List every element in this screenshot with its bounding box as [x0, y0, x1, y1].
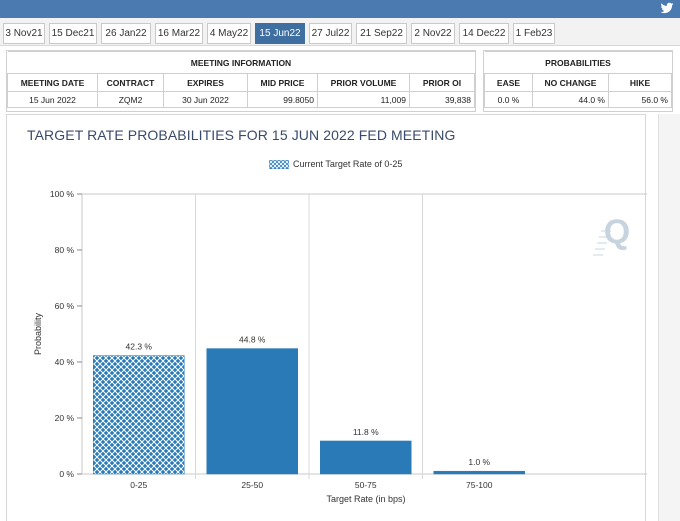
expires-header: EXPIRES — [163, 73, 248, 92]
x-tick-label: 50-75 — [355, 480, 377, 490]
y-tick-label: 0 % — [59, 469, 74, 479]
tab-14-dec22[interactable]: 14 Dec22 — [459, 23, 509, 44]
ease-header: EASE — [484, 73, 533, 92]
contract-header: CONTRACT — [97, 73, 164, 92]
meeting-date-header: MEETING DATE — [7, 73, 98, 92]
page-scrollbar[interactable] — [658, 114, 680, 521]
bar-value-label: 11.8 % — [353, 427, 379, 437]
bar-75-100 — [433, 470, 525, 475]
tab-27-jul22[interactable]: 27 Jul22 — [309, 23, 352, 44]
bar-value-label: 42.3 % — [126, 342, 153, 352]
bar-value-label: 44.8 % — [239, 335, 266, 345]
tab-15-dec21[interactable]: 15 Dec21 — [49, 23, 97, 44]
tab-15-jun22[interactable]: 15 Jun22 — [255, 23, 305, 44]
prior-oi-value: 39,838 — [409, 91, 475, 108]
probabilities-title: PROBABILITIES — [484, 51, 672, 74]
probabilities-panel: PROBABILITIES EASE NO CHANGE HIKE 0.0 % … — [483, 50, 673, 112]
legend-label: Current Target Rate of 0-25 — [293, 159, 403, 169]
chart-title: TARGET RATE PROBABILITIES FOR 15 JUN 202… — [27, 127, 456, 143]
bar-50-75 — [320, 440, 412, 475]
mid-price-header: MID PRICE — [247, 73, 318, 92]
prior-volume-value: 11,009 — [317, 91, 410, 108]
bar-chart: Q 0 % 20 % 40 % 60 % 80 % 100 % Probability 42.3… — [33, 189, 647, 504]
tab-2-nov22[interactable]: 2 Nov22 — [411, 23, 455, 44]
hike-header: HIKE — [608, 73, 672, 92]
bar-value-label: 1.0 % — [468, 457, 490, 467]
legend-swatch — [269, 159, 289, 169]
tab-26-jan22[interactable]: 26 Jan22 — [101, 23, 151, 44]
y-tick-label: 60 % — [55, 301, 75, 311]
ease-value: 0.0 % — [484, 91, 533, 108]
tab-16-mar22[interactable]: 16 Mar22 — [155, 23, 203, 44]
meeting-info-title: MEETING INFORMATION — [7, 51, 475, 74]
mid-price-value: 99.8050 — [247, 91, 318, 108]
y-tick-label: 100 % — [50, 189, 75, 199]
tab-4-may22[interactable]: 4 May22 — [207, 23, 251, 44]
y-tick-label: 40 % — [55, 357, 75, 367]
x-tick-label: 0-25 — [130, 480, 147, 490]
tab-3-nov21[interactable]: 3 Nov21 — [3, 23, 45, 44]
chart-legend[interactable]: Current Target Rate of 0-25 — [269, 159, 402, 169]
prior-oi-header: PRIOR OI — [409, 73, 475, 92]
hike-value: 56.0 % — [608, 91, 672, 108]
meeting-tabs: 3 Nov21 15 Dec21 26 Jan22 16 Mar22 4 May22 15… — [0, 18, 680, 46]
meeting-information-panel: MEETING INFORMATION MEETING DATE CONTRAC… — [6, 50, 476, 112]
no-change-value: 44.0 % — [532, 91, 609, 108]
watermark-logo: Q — [604, 213, 630, 251]
x-axis-label: Target Rate (in bps) — [326, 494, 405, 504]
chart-panel: TARGET RATE PROBABILITIES FOR 15 JUN 202… — [6, 114, 647, 521]
bar-0-25 — [93, 355, 185, 475]
bar-25-50 — [206, 348, 298, 475]
x-tick-label: 75-100 — [466, 480, 493, 490]
contract-value: ZQM2 — [97, 91, 164, 108]
top-bar — [0, 0, 680, 18]
twitter-icon[interactable] — [660, 1, 674, 15]
y-tick-label: 20 % — [55, 413, 75, 423]
no-change-header: NO CHANGE — [532, 73, 609, 92]
y-tick-label: 80 % — [55, 245, 75, 255]
prior-volume-header: PRIOR VOLUME — [317, 73, 410, 92]
expires-value: 30 Jun 2022 — [163, 91, 248, 108]
y-axis-label: Probability — [33, 312, 43, 355]
tab-21-sep22[interactable]: 21 Sep22 — [356, 23, 407, 44]
x-tick-label: 25-50 — [241, 480, 263, 490]
tab-1-feb23[interactable]: 1 Feb23 — [513, 23, 555, 44]
meeting-date-value: 15 Jun 2022 — [7, 91, 98, 108]
